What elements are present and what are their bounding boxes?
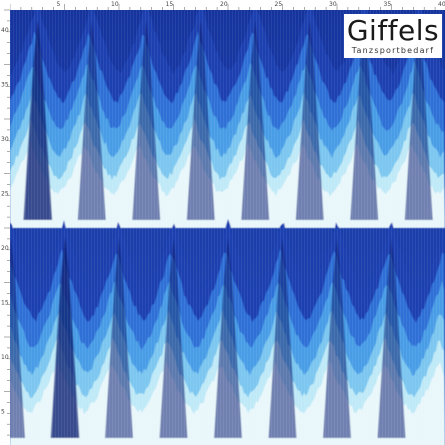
brand-logo: Giffels Tanzsportbedarf	[344, 14, 442, 58]
ruler-left: 40 35 30 25 20 15 10 5	[0, 0, 10, 445]
ruler-left-label: 30	[1, 136, 9, 143]
fabric-texture	[10, 10, 445, 445]
ruler-left-label: 35	[1, 82, 9, 89]
logo-tagline: Tanzsportbedarf	[351, 46, 435, 55]
ruler-top-label: 15	[166, 1, 174, 8]
ruler-top-label: 5	[57, 1, 61, 8]
logo-brand-name: Giffels	[346, 14, 440, 47]
fabric-pattern	[10, 10, 445, 445]
ruler-top-label: 20	[220, 1, 228, 8]
ruler-left-label: 10	[1, 354, 9, 361]
ruler-left-label: 15	[1, 300, 9, 307]
ruler-left-label: 40	[1, 27, 9, 34]
ruler-top-label: 10	[111, 1, 119, 8]
ruler-top-label: 40	[438, 1, 445, 8]
ruler-left-label: 20	[1, 245, 9, 252]
ruler-top: 510152025303540CM	[0, 0, 445, 10]
ruler-left-label: 25	[1, 191, 9, 198]
ruler-top-label: 30	[329, 1, 337, 8]
ruler-top-label: 35	[384, 1, 392, 8]
ruler-left-label: 5	[1, 409, 5, 416]
ruler-top-label: 25	[275, 1, 283, 8]
